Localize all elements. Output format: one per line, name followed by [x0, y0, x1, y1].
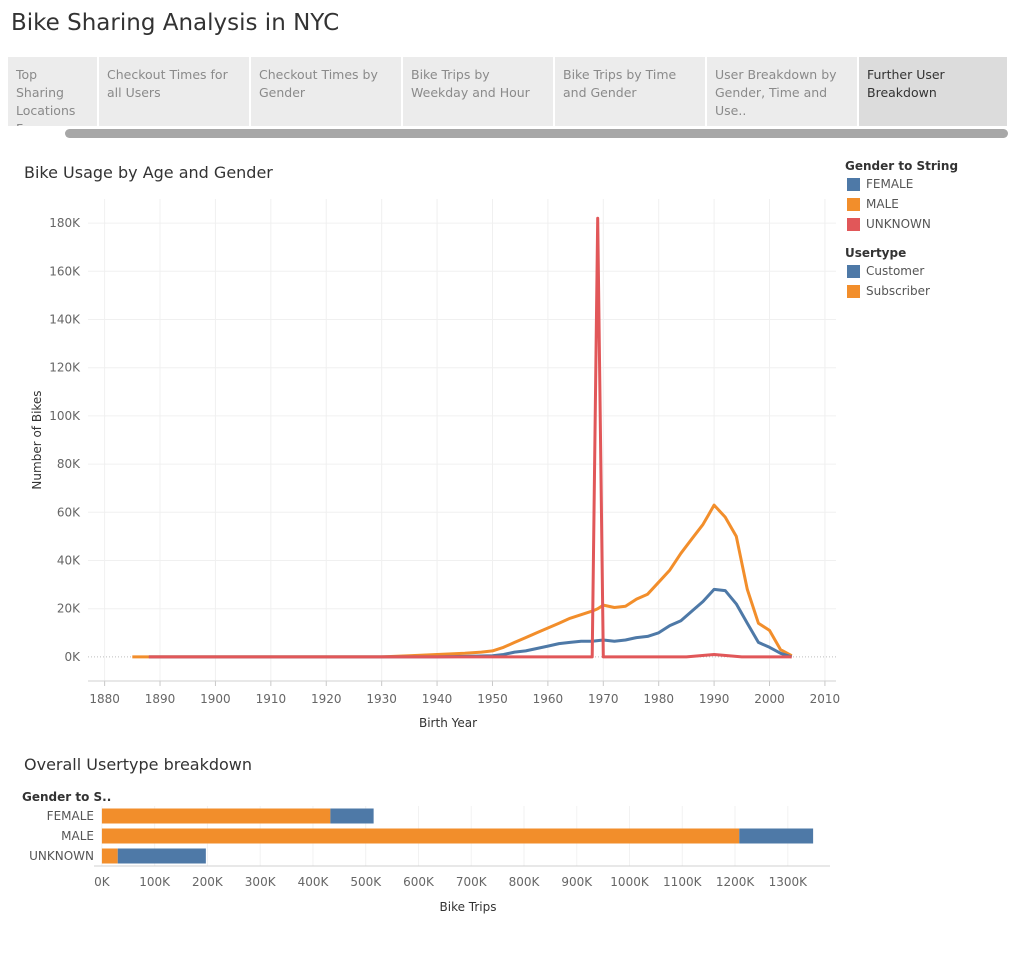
tab-1[interactable]: Top Sharing Locations Fo.. [8, 57, 99, 126]
bar-y-header: Gender to S.. [22, 790, 111, 804]
bar-category-label: UNKNOWN [29, 849, 94, 863]
tab-5[interactable]: Bike Trips by Time and Gender [555, 57, 707, 126]
x-tick-label: 1950 [477, 692, 508, 706]
x-tick-label: 1960 [533, 692, 564, 706]
bar-x-tick-label: 1200K [716, 875, 756, 889]
y-tick-label: 20K [57, 602, 81, 616]
bar-unknown-subscriber [101, 848, 118, 864]
line-chart-title: Bike Usage by Age and Gender [24, 163, 273, 182]
x-tick-label: 1970 [588, 692, 619, 706]
x-tick-label: 1890 [145, 692, 176, 706]
page-title: Bike Sharing Analysis in NYC [11, 10, 340, 36]
bar-x-tick-label: 300K [245, 875, 277, 889]
legend-swatch [847, 264, 860, 278]
y-tick-label: 120K [49, 361, 81, 375]
y-tick-label: 40K [57, 554, 81, 568]
legend-gender-title: Gender to String [845, 159, 959, 173]
legend-swatch [847, 284, 860, 298]
legend-label: MALE [866, 197, 899, 211]
tab-3[interactable]: Checkout Times by Gender [251, 57, 403, 126]
x-tick-label: 1910 [256, 692, 287, 706]
bar-x-tick-label: 800K [509, 875, 541, 889]
tab-scrollbar[interactable] [65, 129, 1008, 138]
bar-female-customer [330, 808, 374, 824]
legend-label: UNKNOWN [866, 217, 931, 231]
tab-6[interactable]: User Breakdown by Gender, Time and Use.. [707, 57, 859, 126]
bar-x-tick-label: 200K [192, 875, 224, 889]
legend-usertype-title: Usertype [845, 246, 907, 260]
bar-x-tick-label: 1000K [610, 875, 650, 889]
x-tick-label: 2010 [810, 692, 841, 706]
bar-x-axis-title: Bike Trips [440, 900, 497, 914]
legend-item-unknown[interactable]: UNKNOWN [847, 217, 931, 231]
bar-x-tick-label: 600K [403, 875, 435, 889]
legend-swatch [847, 197, 860, 211]
x-tick-label: 1990 [699, 692, 730, 706]
bar-x-tick-label: 500K [350, 875, 382, 889]
legend-label: Subscriber [866, 284, 930, 298]
legend-item-male[interactable]: MALE [847, 197, 899, 211]
legend-label: FEMALE [866, 177, 914, 191]
x-tick-label: 1940 [422, 692, 453, 706]
x-tick-label: 1980 [643, 692, 674, 706]
x-tick-label: 1900 [200, 692, 231, 706]
legend-item-customer[interactable]: Customer [847, 264, 924, 278]
bar-category-label: MALE [61, 829, 94, 843]
dashboard-tab-bar: Top Sharing Locations Fo..Checkout Times… [8, 57, 1007, 126]
y-tick-label: 100K [49, 409, 81, 423]
bar-x-tick-label: 100K [139, 875, 171, 889]
y-tick-label: 60K [57, 505, 81, 519]
legend-item-subscriber[interactable]: Subscriber [847, 284, 930, 298]
bar-x-tick-label: 1300K [769, 875, 809, 889]
tab-4[interactable]: Bike Trips by Weekday and Hour [403, 57, 555, 126]
legend-swatch [847, 217, 860, 231]
series-line-unknown [148, 216, 792, 659]
bar-x-tick-label: 900K [561, 875, 593, 889]
tab-2[interactable]: Checkout Times for all Users [99, 57, 251, 126]
bar-category-label: FEMALE [47, 809, 94, 823]
bar-x-tick-label: 400K [298, 875, 330, 889]
y-tick-label: 160K [49, 264, 81, 278]
bar-male-subscriber [101, 828, 740, 844]
tab-7[interactable]: Further User Breakdown [859, 57, 1007, 126]
y-tick-label: 80K [57, 457, 81, 471]
y-tick-label: 0K [64, 650, 81, 664]
x-tick-label: 1880 [89, 692, 120, 706]
bar-x-tick-label: 700K [456, 875, 488, 889]
y-axis-title: Number of Bikes [30, 390, 44, 489]
y-tick-label: 180K [49, 216, 81, 230]
x-axis-title: Birth Year [419, 716, 477, 730]
bar-chart-title: Overall Usertype breakdown [24, 755, 253, 774]
bar-unknown-customer [117, 848, 206, 864]
bar-x-tick-label: 1100K [663, 875, 703, 889]
bar-male-customer [739, 828, 814, 844]
legend-item-female[interactable]: FEMALE [847, 177, 913, 191]
legend-swatch [847, 177, 860, 191]
bar-female-subscriber [101, 808, 331, 824]
x-tick-label: 1920 [311, 692, 342, 706]
x-tick-label: 2000 [754, 692, 785, 706]
legend-label: Customer [866, 264, 925, 278]
line-chart-plot-area [88, 199, 836, 681]
x-tick-label: 1930 [366, 692, 397, 706]
bar-x-tick-label: 0K [94, 875, 111, 889]
y-tick-label: 140K [49, 313, 81, 327]
